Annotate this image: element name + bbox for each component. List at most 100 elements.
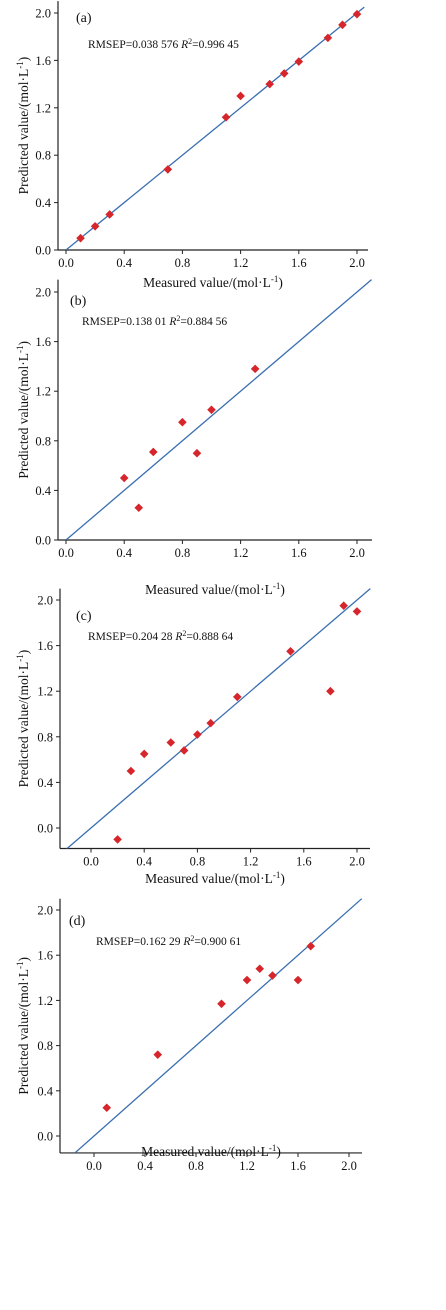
data-point [76, 233, 85, 243]
y-tick-label: 2.0 [37, 904, 53, 918]
x-tick-label: 0.0 [58, 546, 74, 560]
y-tick-label: 0.4 [37, 776, 53, 790]
panel-label: (c) [76, 609, 92, 624]
y-axis-title: Predicted value/(mol·L-1) [15, 341, 31, 479]
y-tick-label: 0.4 [37, 1084, 53, 1098]
data-point [113, 835, 122, 844]
x-axis-title: Measured value/(mol·L-1) [145, 581, 285, 597]
x-axis-title: Measured value/(mol·L-1) [141, 1143, 281, 1159]
x-tick-label: 0.8 [175, 546, 191, 560]
x-tick-label: 2.0 [349, 546, 365, 560]
x-tick-label: 2.0 [349, 256, 365, 270]
x-tick-label: 0.4 [136, 855, 152, 869]
data-point [255, 964, 265, 974]
fit-line [65, 279, 372, 540]
y-axis-title: Predicted value/(mol·L-1) [15, 57, 31, 195]
panel-label: (a) [76, 11, 92, 26]
data-point [352, 607, 362, 616]
y-tick-label: 1.2 [37, 994, 53, 1008]
y-tick-label: 1.2 [35, 101, 51, 115]
x-tick-label: 0.4 [116, 256, 132, 270]
panel-c: 0.0 0.4 0.8 1.2 1.6 2.0 0.0 0.4 0.8 1.2 1.6 2.0 (c) R… [15, 588, 371, 886]
x-tick-label: 1.2 [243, 855, 259, 869]
data-point [178, 417, 187, 427]
y-tick-label: 2.0 [37, 594, 53, 608]
x-tick-label: 1.6 [291, 546, 307, 560]
x-tick-label: 1.2 [239, 1159, 255, 1173]
y-tick-label: 0.0 [37, 822, 53, 836]
panel-a: 0.0 0.4 0.8 1.2 1.6 2.0 0.0 0.4 0.8 1.2 1.6 2.0 (a) R… [15, 1, 368, 290]
panel-label: (d) [69, 914, 86, 929]
x-tick-label: 1.6 [296, 855, 312, 869]
y-tick-label: 1.6 [37, 639, 53, 653]
x-tick-label: 0.0 [86, 1159, 102, 1173]
data-point [233, 692, 242, 702]
y-tick-label: 1.6 [35, 335, 51, 349]
y-tick-label: 0.8 [35, 149, 51, 163]
data-point [279, 69, 289, 78]
x-tick-label: 1.2 [233, 256, 249, 270]
data-point [294, 57, 304, 66]
data-point [105, 210, 114, 219]
x-tick-label: 0.8 [175, 256, 191, 270]
panel-label: (b) [70, 294, 87, 309]
data-point [326, 686, 335, 696]
stats-text: RMSEP=0.162 29 R2=0.900 61 [96, 934, 241, 949]
x-tick-label: 0.4 [116, 546, 132, 560]
x-axis-title: Measured value/(mol·L-1) [143, 274, 283, 290]
x-tick-label: 0.8 [190, 855, 206, 869]
data-point [286, 647, 295, 656]
stats-text: RMSEP=0.038 576 R2=0.996 45 [88, 37, 239, 52]
data-point [323, 33, 333, 43]
data-point [163, 165, 173, 174]
stats-text: RMSEP=0.138 01 R2=0.884 56 [82, 314, 227, 329]
fit-line [66, 588, 371, 849]
data-point [268, 971, 277, 980]
data-point [217, 999, 226, 1009]
data-point [139, 749, 149, 759]
data-point [90, 222, 100, 231]
data-point [193, 730, 202, 739]
x-tick-label: 0.0 [83, 855, 99, 869]
stats-text: RMSEP=0.204 28 R2=0.888 64 [88, 629, 233, 644]
y-tick-label: 0.8 [35, 434, 51, 448]
x-tick-label: 0.4 [137, 1159, 153, 1173]
data-point [352, 9, 362, 19]
y-tick-label: 2.0 [35, 7, 51, 21]
fit-line [65, 6, 365, 251]
data-point [206, 718, 215, 728]
panel-b: 0.0 0.4 0.8 1.2 1.6 2.0 0.0 0.4 0.8 1.2 1.6 2.0 (b) R… [15, 279, 372, 597]
data-point [293, 975, 303, 985]
y-tick-label: 0.8 [37, 730, 53, 744]
data-point [306, 941, 316, 951]
y-tick-label: 0.8 [37, 1039, 53, 1053]
y-tick-label: 0.0 [37, 1130, 53, 1144]
data-point [153, 1050, 163, 1059]
x-tick-label: 2.0 [341, 1159, 357, 1173]
data-point [119, 473, 129, 483]
data-point [166, 738, 176, 747]
fit-line [74, 898, 363, 1153]
data-point [236, 91, 245, 101]
data-point [149, 447, 158, 457]
data-point [338, 20, 347, 30]
data-point [221, 112, 231, 122]
y-tick-label: 1.6 [37, 949, 53, 963]
y-tick-label: 0.0 [35, 244, 51, 258]
data-point [126, 766, 136, 776]
data-point [250, 364, 260, 374]
x-tick-label: 1.6 [290, 1159, 306, 1173]
data-point [207, 405, 216, 415]
y-tick-label: 1.2 [35, 385, 51, 399]
y-tick-label: 0.0 [35, 534, 51, 548]
x-tick-label: 0.0 [58, 256, 74, 270]
data-point [102, 1103, 112, 1113]
x-tick-label: 1.6 [291, 256, 307, 270]
x-tick-label: 0.8 [188, 1159, 204, 1173]
data-point [179, 746, 189, 755]
data-point [265, 79, 274, 89]
data-point [192, 448, 202, 458]
y-tick-label: 1.6 [35, 54, 51, 68]
y-tick-label: 0.4 [35, 484, 51, 498]
